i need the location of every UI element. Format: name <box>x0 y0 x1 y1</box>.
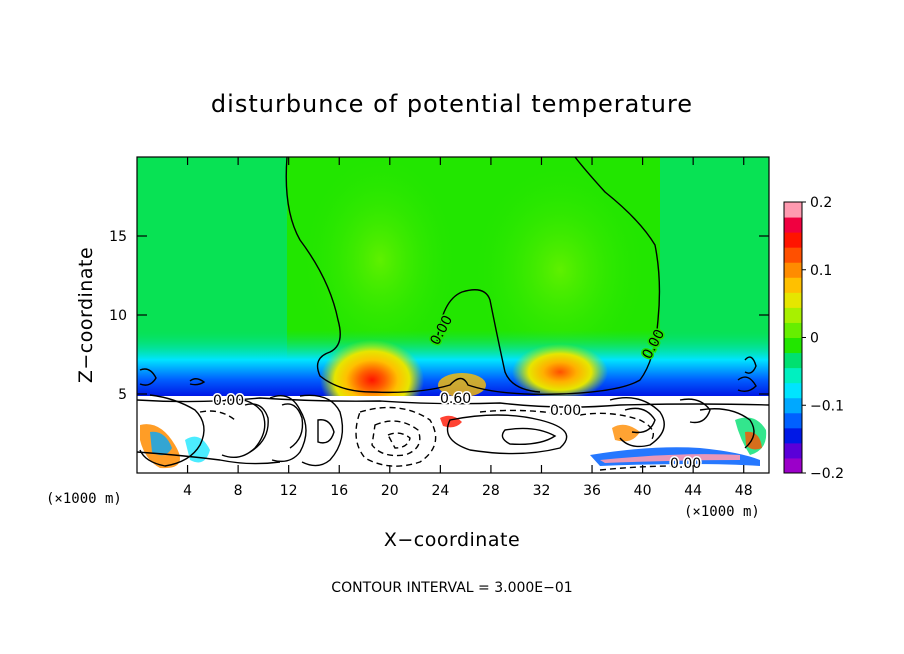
y-tick-label: 10 <box>109 308 127 324</box>
colorbar-swatch <box>784 217 802 233</box>
colorbar-swatch <box>784 307 802 323</box>
x-tick-label: 4 <box>183 483 192 499</box>
heatmap-field <box>137 157 769 473</box>
colorbar-swatch <box>784 232 802 248</box>
x-axis-unit-right: (×1000 m) <box>684 504 760 520</box>
y-tick-label: 15 <box>109 229 127 245</box>
colorbar-tick-label: 0 <box>810 331 819 347</box>
colorbar-swatch <box>784 397 802 414</box>
colorbar-swatch <box>784 442 802 459</box>
x-axis: 4 8 12 16 20 24 28 32 36 40 44 48 <box>183 157 753 499</box>
x-tick-label: 24 <box>431 483 449 499</box>
colorbar-swatch <box>784 277 802 293</box>
colorbar-swatch <box>784 457 802 474</box>
colorbar-tick-label: 0.2 <box>810 195 832 211</box>
contour-label: 0.00 <box>550 403 581 419</box>
x-tick-label: 40 <box>634 483 652 499</box>
colorbar-swatch <box>784 412 802 429</box>
y-axis: 5 10 15 <box>109 229 769 403</box>
colorbar-swatch <box>784 322 802 338</box>
x-tick-label: 16 <box>330 483 348 499</box>
colorbar-swatch <box>784 247 802 263</box>
colorbar-tick-label: −0.1 <box>810 398 844 414</box>
contour-interval-note: CONTOUR INTERVAL = 3.000E−01 <box>331 580 572 596</box>
y-tick-label: 5 <box>118 387 127 403</box>
contour-lines <box>137 157 769 467</box>
colorbar-swatch <box>784 292 802 308</box>
contour-lines-dashed <box>199 406 701 471</box>
colorbar-swatch <box>784 202 802 218</box>
colorbar-swatch <box>784 382 802 399</box>
colorbar: 0.2 0.1 0 −0.1 −0.2 <box>783 195 844 482</box>
x-tick-label: 28 <box>482 483 500 499</box>
colorbar-swatch <box>784 262 802 278</box>
x-axis-unit-left: (×1000 m) <box>46 491 122 507</box>
colorbar-swatch <box>784 367 802 384</box>
x-tick-label: 12 <box>280 483 298 499</box>
x-tick-label: 8 <box>234 483 243 499</box>
contour-label: 0.60 <box>440 391 471 407</box>
colorbar-swatch <box>784 427 802 444</box>
x-tick-label: 44 <box>684 483 702 499</box>
x-tick-label: 32 <box>533 483 551 499</box>
colorbar-swatch <box>784 337 802 354</box>
x-tick-label: 20 <box>381 483 399 499</box>
x-tick-label: 48 <box>735 483 753 499</box>
colorbar-tick-label: 0.1 <box>810 263 832 279</box>
y-axis-label: Z−coordinate <box>75 247 97 383</box>
x-axis-label: X−coordinate <box>384 529 520 551</box>
colorbar-swatch <box>784 352 802 369</box>
contour-label: 0.00 <box>670 456 701 472</box>
chart-title: disturbunce of potential temperature <box>211 90 693 118</box>
contour-label: 0.00 <box>213 393 244 409</box>
x-tick-label: 36 <box>583 483 601 499</box>
colorbar-tick-label: −0.2 <box>810 466 844 482</box>
